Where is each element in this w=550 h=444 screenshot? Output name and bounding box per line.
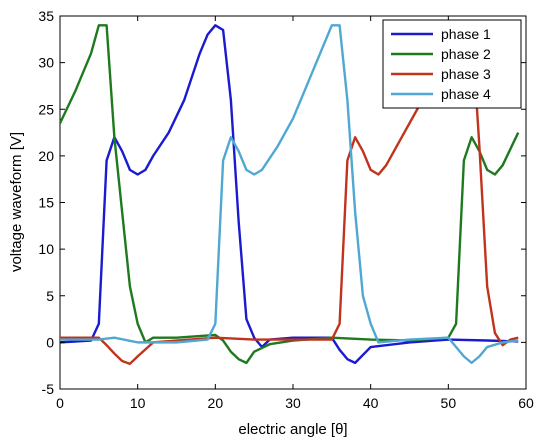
x-tick-label: 10 [130, 395, 146, 411]
legend-label-1: phase 1 [441, 26, 491, 42]
y-tick-label: 5 [46, 288, 54, 304]
x-tick-label: 50 [441, 395, 457, 411]
legend-label-3: phase 3 [441, 66, 491, 82]
series-line-3 [60, 24, 519, 366]
y-tick-label: 15 [38, 195, 54, 211]
x-tick-label: 40 [363, 395, 379, 411]
legend: phase 1 phase 2 phase 3 phase 4 [382, 19, 522, 109]
series-line-1 [59, 24, 519, 365]
y-tick-label: 0 [46, 334, 54, 350]
y-axis-label: voltage waveform [V] [8, 132, 25, 272]
x-tick-label: 60 [518, 395, 534, 411]
series-line-4 [60, 24, 519, 365]
y-tick-label: 35 [38, 8, 54, 24]
legend-label-2: phase 2 [441, 46, 491, 62]
x-tick-label: 30 [285, 395, 301, 411]
y-tick-label: 20 [38, 148, 54, 164]
series-line-2 [58, 24, 520, 365]
y-tick-label: 30 [38, 55, 54, 71]
y-tick-label: 25 [38, 101, 54, 117]
x-tick-label: 20 [208, 395, 224, 411]
series-layer [58, 24, 520, 366]
y-tick-label: -5 [42, 381, 55, 397]
legend-label-4: phase 4 [441, 86, 491, 102]
x-tick-label: 0 [56, 395, 64, 411]
y-tick-label: 10 [38, 241, 54, 257]
x-axis-label: electric angle [θ] [238, 421, 347, 438]
